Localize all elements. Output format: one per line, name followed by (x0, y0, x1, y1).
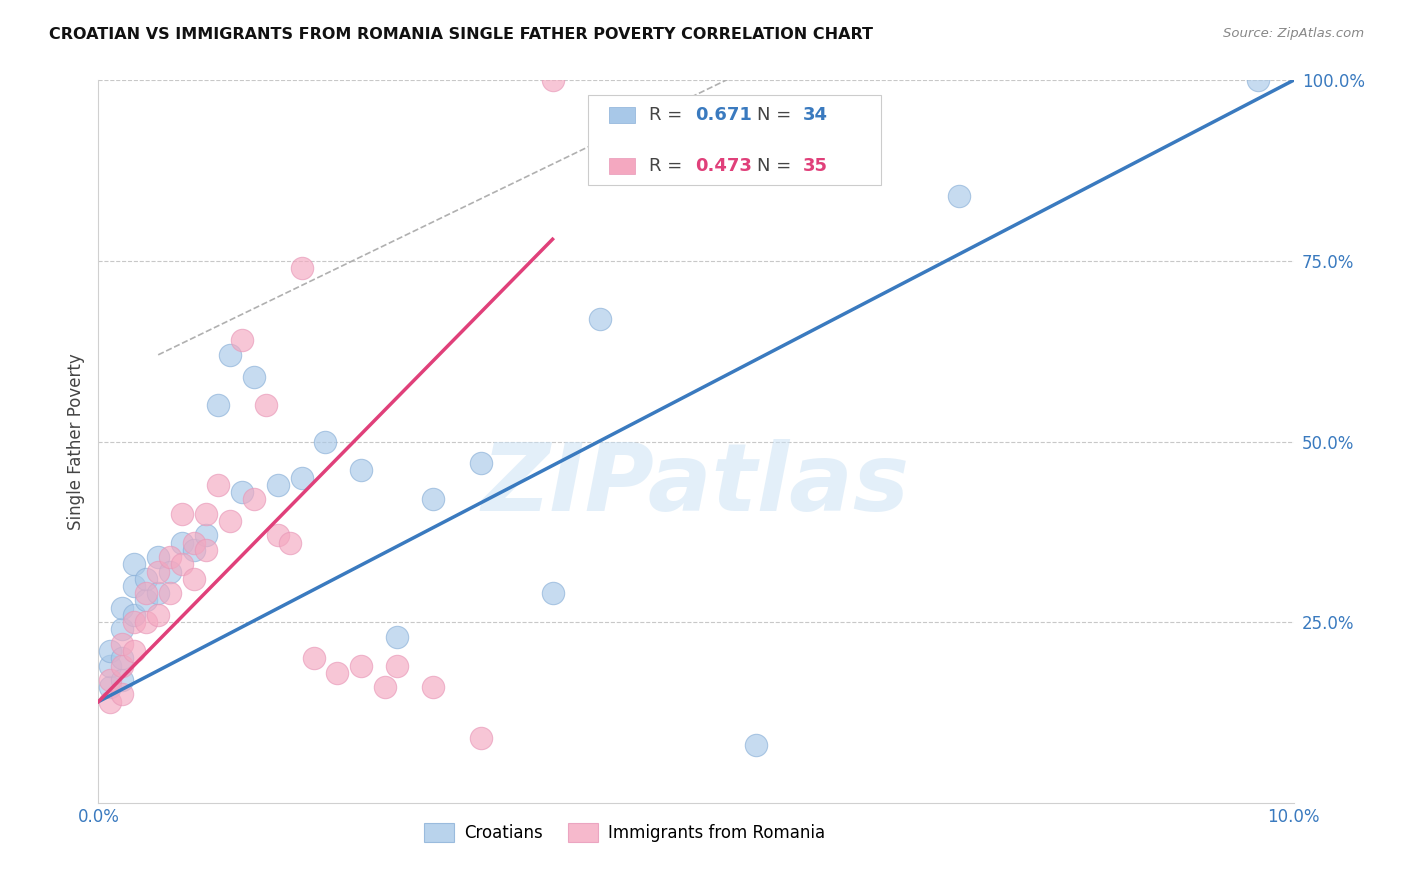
Point (315, 434, 337, 449)
Point (98, 673, 122, 687)
Point (124, 558, 146, 572)
Point (111, 673, 134, 687)
Point (291, 261, 314, 276)
Point (124, 607, 146, 622)
Point (111, 600, 134, 615)
Point (111, 658, 134, 673)
Text: Source: ZipAtlas.com: Source: ZipAtlas.com (1223, 27, 1364, 40)
Point (470, 456, 492, 470)
Point (374, 680, 396, 694)
Point (278, 535, 301, 549)
Point (302, 651, 325, 665)
Point (350, 658, 373, 673)
Point (148, 586, 170, 600)
Point (124, 579, 146, 593)
Point (326, 665, 349, 680)
Point (243, 369, 266, 384)
FancyBboxPatch shape (589, 95, 882, 185)
FancyBboxPatch shape (609, 158, 636, 174)
Point (267, 528, 290, 542)
Text: N =: N = (756, 106, 797, 124)
Text: 0.671: 0.671 (695, 106, 752, 124)
Point (219, 514, 242, 528)
Point (148, 550, 170, 565)
Point (207, 478, 229, 492)
Point (231, 334, 253, 348)
Point (1247, 73, 1270, 87)
Point (111, 637, 134, 651)
Point (267, 478, 290, 492)
Point (254, 398, 277, 412)
Point (422, 492, 444, 507)
Point (183, 542, 205, 557)
Point (98, 680, 122, 694)
Point (385, 630, 409, 644)
Point (172, 558, 194, 572)
Point (350, 463, 373, 477)
Point (195, 542, 218, 557)
Point (243, 492, 266, 507)
Text: R =: R = (650, 157, 689, 175)
Point (135, 572, 157, 586)
Text: N =: N = (756, 157, 797, 175)
Point (948, 189, 970, 203)
Text: 35: 35 (803, 157, 827, 175)
Point (98, 644, 122, 658)
Point (219, 348, 242, 362)
Text: ZIPatlas: ZIPatlas (482, 439, 910, 531)
Point (291, 470, 314, 484)
Point (589, 311, 612, 326)
Point (148, 565, 170, 579)
Point (422, 680, 444, 694)
Point (98, 695, 122, 709)
Text: 34: 34 (803, 106, 827, 124)
Point (541, 586, 564, 600)
Point (470, 731, 492, 745)
Text: R =: R = (650, 106, 689, 124)
Point (135, 593, 157, 607)
Point (159, 565, 181, 579)
Point (207, 398, 229, 412)
Point (183, 535, 205, 549)
Text: CROATIAN VS IMMIGRANTS FROM ROMANIA SINGLE FATHER POVERTY CORRELATION CHART: CROATIAN VS IMMIGRANTS FROM ROMANIA SING… (49, 27, 873, 42)
Point (159, 586, 181, 600)
Point (195, 528, 218, 542)
Point (111, 623, 134, 637)
Point (195, 507, 218, 521)
Point (148, 607, 170, 622)
Point (124, 644, 146, 658)
Point (111, 651, 134, 665)
Point (111, 687, 134, 701)
Point (172, 535, 194, 549)
Point (98, 658, 122, 673)
Point (183, 572, 205, 586)
Point (159, 550, 181, 565)
Point (124, 615, 146, 630)
Point (385, 658, 409, 673)
Point (541, 73, 564, 87)
Point (172, 507, 194, 521)
Point (135, 586, 157, 600)
Legend: Croatians, Immigrants from Romania: Croatians, Immigrants from Romania (418, 816, 831, 848)
Y-axis label: Single Father Poverty: Single Father Poverty (66, 353, 84, 530)
Point (135, 615, 157, 630)
Point (231, 485, 253, 500)
Text: 0.473: 0.473 (695, 157, 752, 175)
FancyBboxPatch shape (609, 107, 636, 123)
Point (745, 738, 768, 752)
